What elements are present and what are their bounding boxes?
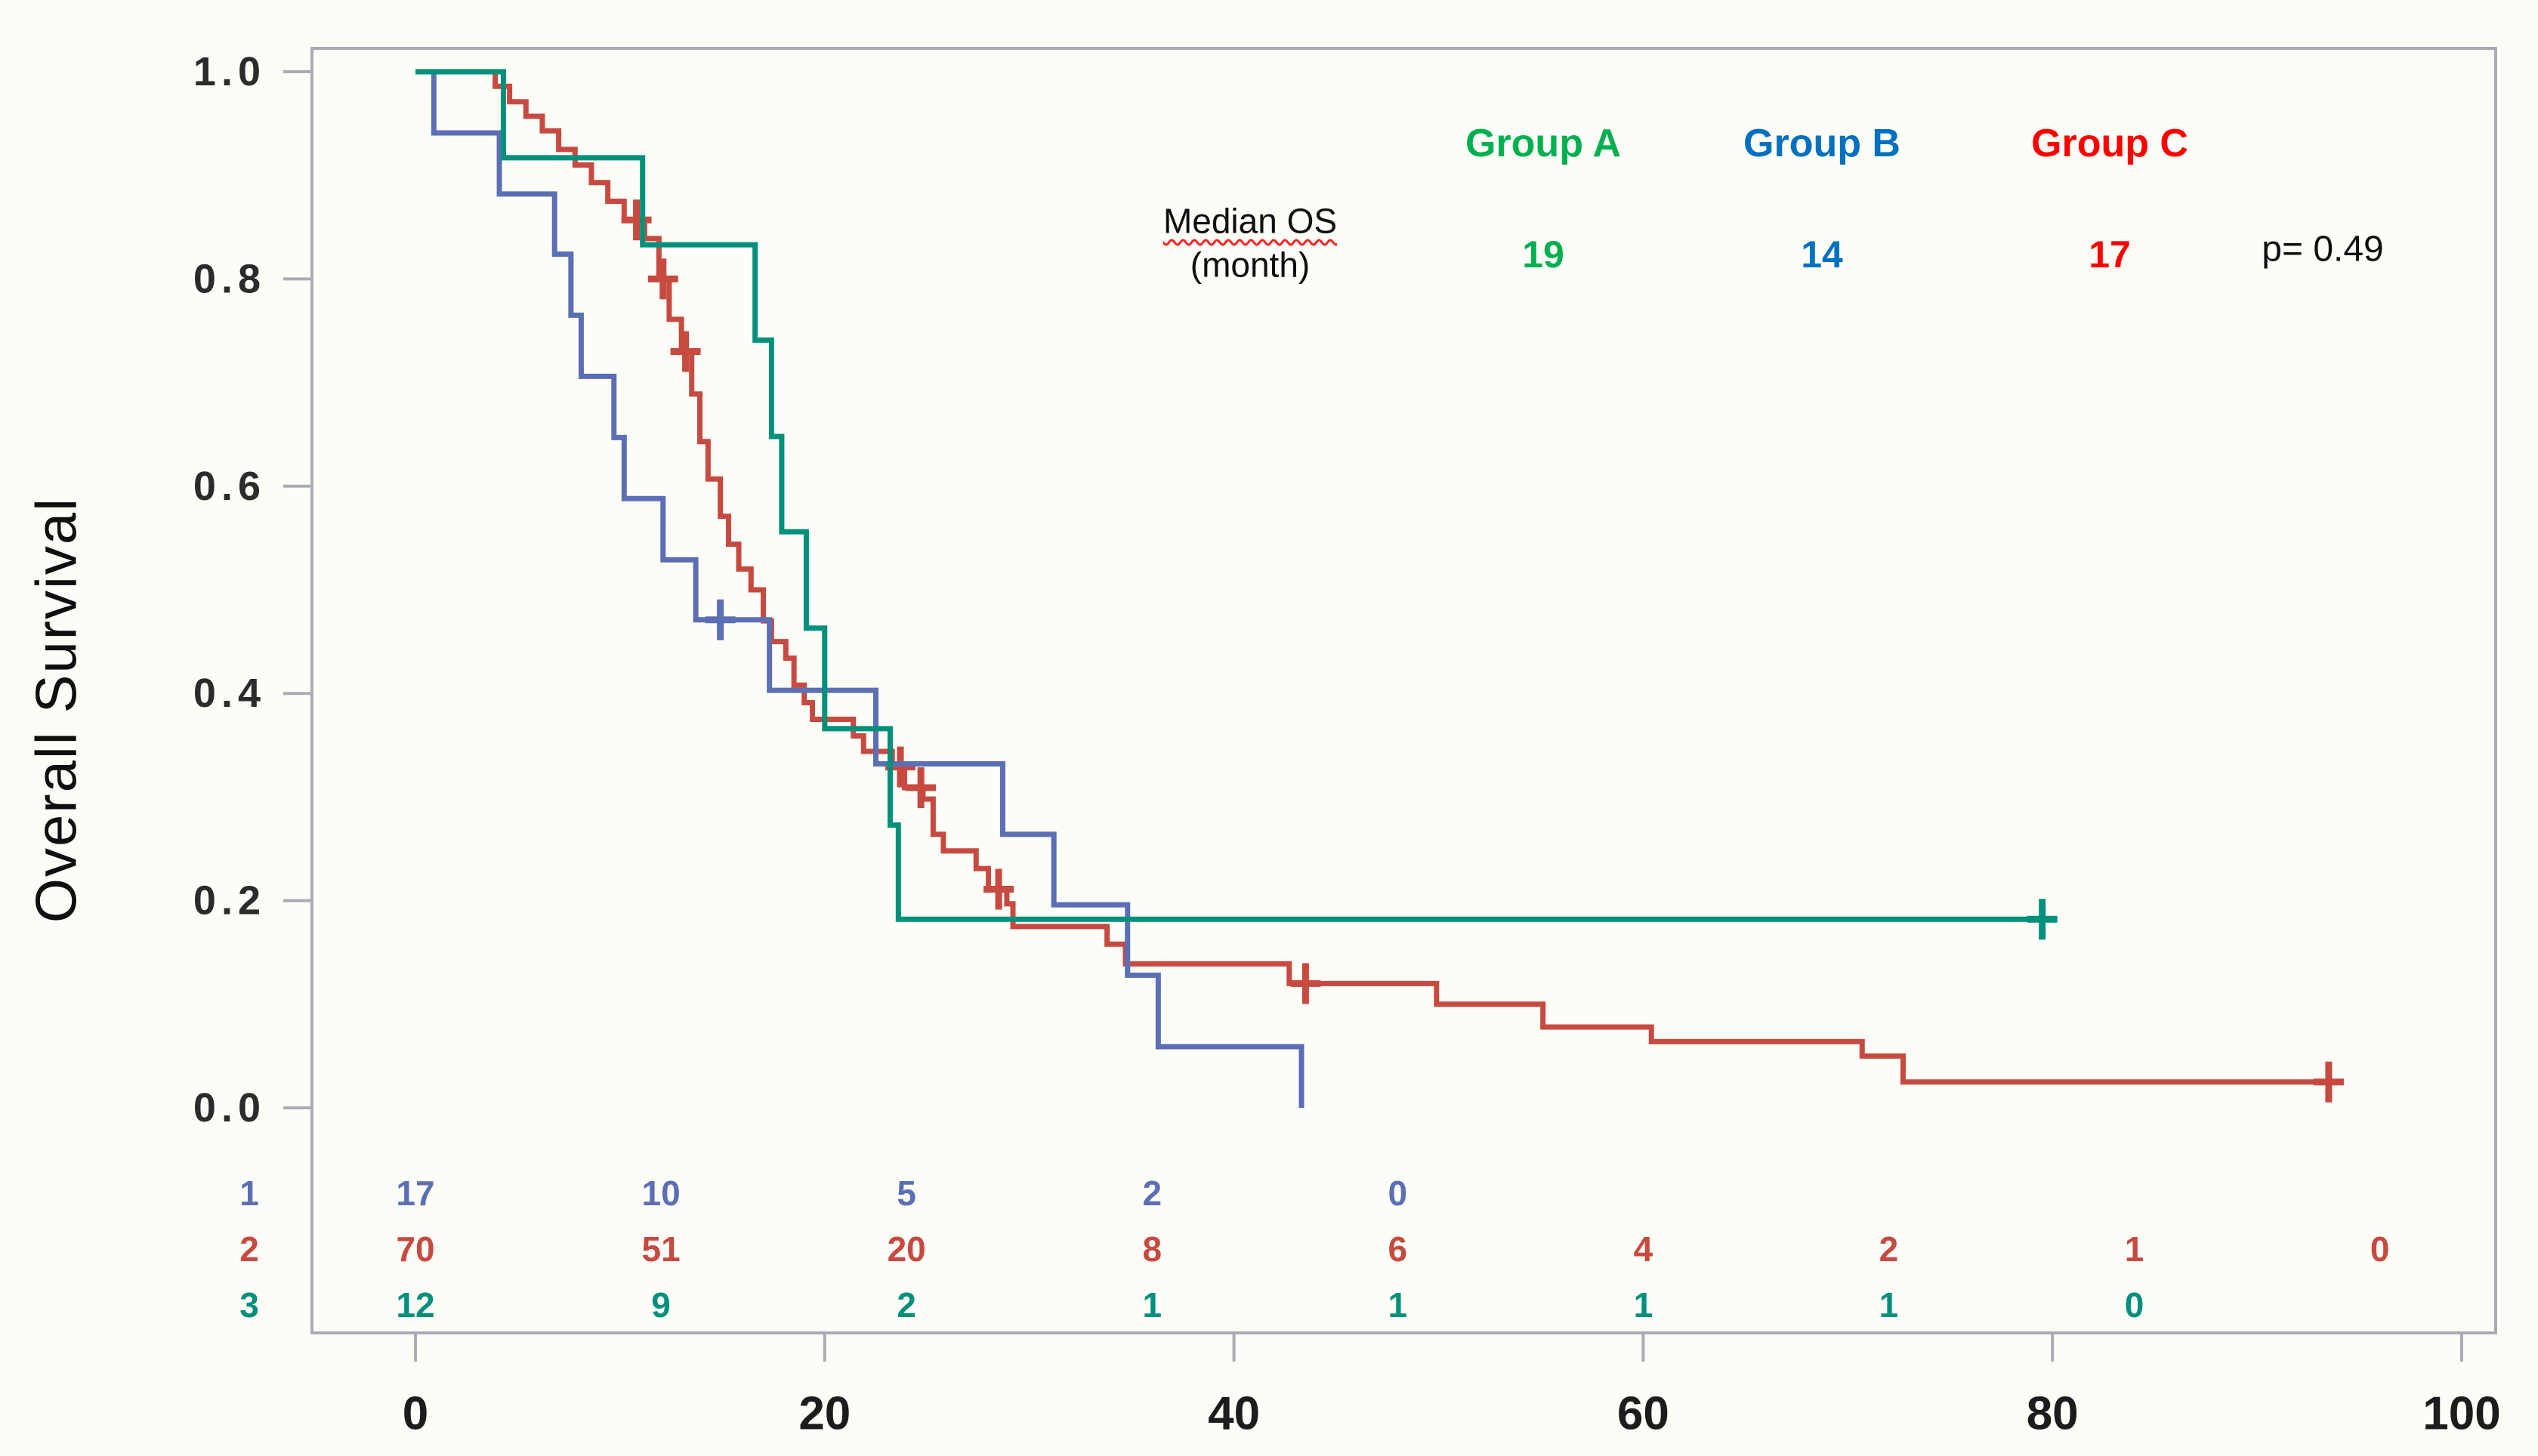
at-risk-count-group-c: 4	[1634, 1229, 1653, 1269]
y-axis-tick-label: 1.0	[193, 49, 266, 94]
at-risk-count-group-b: 2	[1142, 1174, 1162, 1213]
at-risk-count-group-a: 0	[2125, 1285, 2144, 1325]
km-curve-group-a	[415, 69, 2042, 922]
y-axis-tick-label: 0.8	[193, 256, 266, 301]
at-risk-count-group-c: 8	[1142, 1229, 1162, 1269]
at-risk-count-group-a: 1	[1388, 1285, 1408, 1325]
y-axis-tick-label: 0.6	[193, 464, 266, 509]
median-value-group-c: 17	[2089, 233, 2131, 276]
at-risk-count-group-c: 70	[396, 1229, 434, 1269]
at-risk-count-group-b: 10	[641, 1174, 680, 1213]
median-os-unit: (month)	[1190, 245, 1311, 284]
at-risk-count-group-b: 5	[897, 1174, 916, 1213]
y-axis-tick-label: 0.2	[193, 878, 266, 924]
at-risk-count-group-a: 9	[651, 1285, 671, 1325]
at-risk-count-group-a: 1	[1634, 1285, 1653, 1325]
median-os-label: Median OS (month)	[1163, 200, 1337, 287]
legend-group-c-label: Group C	[2031, 122, 2188, 165]
at-risk-count-group-b: 0	[1388, 1174, 1408, 1213]
at-risk-count-group-c: 1	[2125, 1229, 2144, 1269]
at-risk-count-group-a: 1	[1142, 1285, 1162, 1325]
y-axis-title: Overall Survival	[24, 496, 89, 924]
at-risk-row-label-group-b: 1	[239, 1174, 259, 1213]
at-risk-count-group-c: 6	[1388, 1229, 1408, 1269]
median-value-group-a: 19	[1522, 233, 1564, 276]
y-axis-tick-label: 0.4	[193, 671, 266, 716]
x-axis-tick-label: 80	[2027, 1388, 2079, 1440]
median-value-group-b: 14	[1801, 233, 1843, 276]
at-risk-count-group-c: 0	[2370, 1229, 2390, 1269]
legend-group-b-label: Group B	[1743, 122, 1900, 165]
at-risk-row-label-group-a: 3	[239, 1285, 259, 1325]
at-risk-count-group-a: 1	[1879, 1285, 1899, 1325]
at-risk-row-label-group-c: 2	[239, 1229, 259, 1269]
at-risk-count-group-c: 2	[1879, 1229, 1899, 1269]
p-value: p= 0.49	[2262, 229, 2384, 270]
at-risk-count-group-c: 20	[888, 1229, 926, 1269]
x-axis-tick-label: 20	[798, 1388, 851, 1440]
at-risk-count-group-a: 2	[897, 1285, 916, 1325]
x-axis-tick-label: 0	[403, 1388, 428, 1440]
x-axis-tick-label: 40	[1208, 1388, 1260, 1440]
y-axis-tick-label: 0.0	[193, 1085, 266, 1131]
x-axis-tick-label: 60	[1617, 1388, 1669, 1440]
km-curve-group-b	[415, 69, 1305, 1108]
km-curve-group-c	[415, 69, 2329, 1085]
at-risk-count-group-c: 51	[641, 1229, 680, 1269]
median-os-text: Median OS	[1162, 201, 1338, 241]
plot-frame	[310, 47, 2497, 1334]
at-risk-count-group-b: 17	[396, 1174, 434, 1213]
x-axis-tick-label: 100	[2422, 1388, 2500, 1440]
at-risk-count-group-a: 12	[396, 1285, 434, 1325]
legend-group-a-label: Group A	[1465, 122, 1622, 165]
